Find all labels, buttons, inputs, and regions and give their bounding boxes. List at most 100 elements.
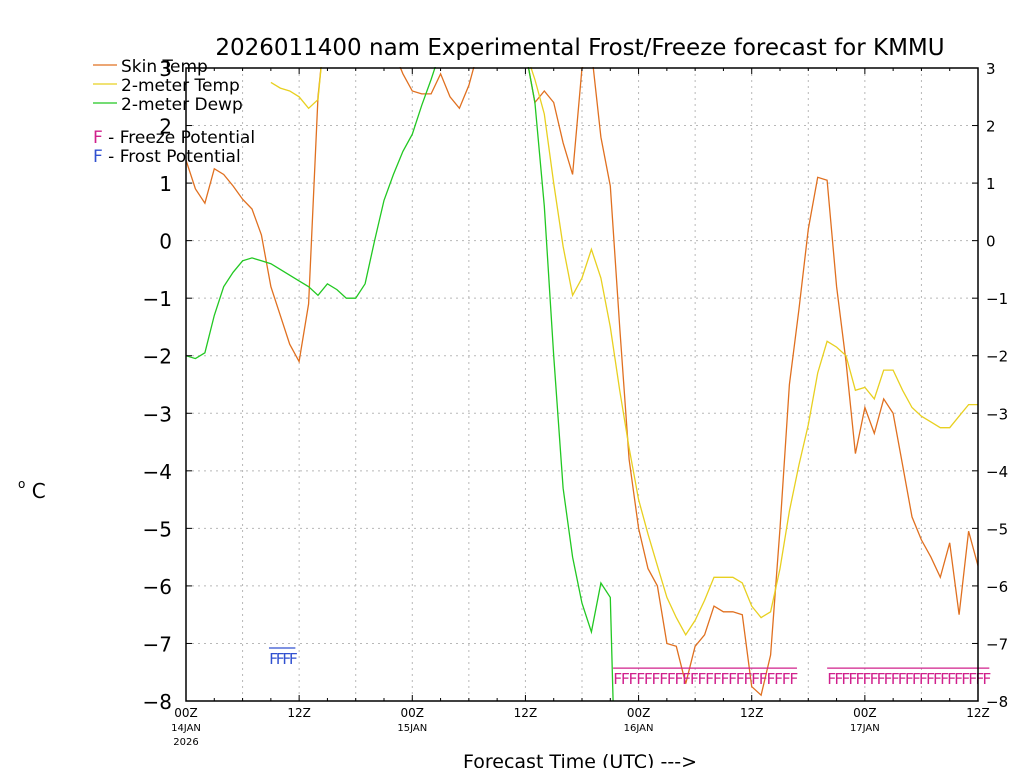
x-axis-label: Forecast Time (UTC) ---> — [463, 751, 697, 768]
freeze-potential-marker: F — [982, 670, 991, 688]
freeze-potential-marker: F — [621, 670, 630, 688]
y-tick-label-right: −6 — [986, 578, 1008, 596]
y-axis-label-degree: o — [18, 477, 25, 491]
freeze-potential-marker: F — [713, 670, 722, 688]
frost-potential-marker: F — [269, 650, 278, 668]
freeze-potential-marker: F — [644, 670, 653, 688]
series-line-2-meter-temp — [270, 67, 978, 637]
freeze-potential-marker: F — [697, 670, 706, 688]
y-tick-label-right: −7 — [986, 635, 1008, 653]
y-tick-label-left: −8 — [143, 690, 172, 714]
freeze-potential-marker: F — [933, 670, 942, 688]
x-tick-date: 15JAN — [397, 723, 427, 734]
series-line-skin-temp — [186, 67, 978, 697]
freeze-potential-marker: F — [674, 670, 683, 688]
freeze-potential-marker: F — [898, 670, 907, 688]
freeze-potential-marker: F — [774, 670, 783, 688]
y-tick-label-left: −6 — [143, 575, 172, 599]
freeze-potential-marker: F — [751, 670, 760, 688]
y-tick-label-left: 2 — [159, 115, 172, 139]
freeze-potential-marker: F — [720, 670, 729, 688]
y-tick-label-left: 0 — [159, 230, 172, 254]
y-tick-label-right: −3 — [986, 405, 1008, 423]
frost-potential-marker: F — [276, 650, 285, 668]
x-tick-label: 00Z — [401, 706, 425, 720]
y-axis-label-unit: C — [32, 479, 46, 503]
freeze-potential-marker: F — [876, 670, 885, 688]
legend-potential-marker: F — [93, 128, 103, 148]
chart-title: 2026011400 nam Experimental Frost/Freeze… — [215, 35, 944, 61]
y-tick-label-right: −2 — [986, 348, 1008, 366]
freeze-potential-marker: F — [947, 670, 956, 688]
x-tick-label: 00Z — [853, 706, 877, 720]
y-tick-label-right: −5 — [986, 520, 1008, 538]
series-line-2-meter-dewp — [186, 67, 614, 701]
y-axis-label: o C — [18, 469, 46, 503]
freeze-potential-marker: F — [862, 670, 871, 688]
freeze-potential-marker: F — [940, 670, 949, 688]
freeze-potential-marker: F — [628, 670, 637, 688]
frost-potential-marker: F — [282, 650, 291, 668]
freeze-potential-marker: F — [926, 670, 935, 688]
freeze-potential-marker: F — [728, 670, 737, 688]
freeze-potential-marker: F — [855, 670, 864, 688]
freeze-potential-marker: F — [789, 670, 798, 688]
y-tick-label-left: −7 — [143, 632, 172, 656]
freeze-potential-marker: F — [690, 670, 699, 688]
freeze-potential-marker: F — [919, 670, 928, 688]
x-tick-label: 12Z — [966, 706, 990, 720]
freeze-potential-marker: F — [613, 670, 622, 688]
y-tick-label-right: −8 — [986, 693, 1008, 711]
y-tick-label-right: −4 — [986, 463, 1008, 481]
x-tick-label: 12Z — [514, 706, 538, 720]
y-tick-label-left: −1 — [143, 287, 172, 311]
freeze-potential-marker: F — [975, 670, 984, 688]
plot-frame — [185, 67, 979, 702]
y-tick-label-left: 1 — [159, 172, 172, 196]
frost-potential-marker: F — [289, 650, 298, 668]
freeze-potential-marker: F — [636, 670, 645, 688]
freeze-potential-marker: F — [705, 670, 714, 688]
freeze-potential-marker: F — [848, 670, 857, 688]
x-tick-label: 00Z — [174, 706, 198, 720]
y-tick-label-right: 1 — [986, 175, 996, 193]
y-tick-label-right: 3 — [986, 60, 996, 78]
x-tick-year: 2026 — [173, 737, 198, 748]
freeze-potential-marker: F — [961, 670, 970, 688]
freeze-potential-marker: F — [736, 670, 745, 688]
legend-potential-0: F - Freeze Potential — [93, 128, 255, 148]
freeze-potential-marker: F — [905, 670, 914, 688]
freeze-potential-marker: F — [743, 670, 752, 688]
freeze-potential-marker: F — [766, 670, 775, 688]
x-tick-date: 14JAN — [171, 723, 201, 734]
axes: 3 3 2 2 1 1 0 0 −1 −1 −2 −2 −3 −3 −4 −4 −5 −5 −6 −6 −7 −7 −8 −8… — [143, 57, 1009, 748]
freeze-potential-marker: F — [782, 670, 791, 688]
freeze-potential-marker: F — [954, 670, 963, 688]
freeze-potential-marker: F — [912, 670, 921, 688]
freeze-potential-marker: F — [827, 670, 836, 688]
y-tick-label-left: 3 — [159, 57, 172, 81]
y-tick-label-left: −4 — [143, 460, 172, 484]
x-tick-date: 17JAN — [850, 723, 880, 734]
freeze-potential-marker: F — [841, 670, 850, 688]
x-tick-date: 16JAN — [624, 723, 654, 734]
freeze-potential-marker: F — [759, 670, 768, 688]
freeze-potential-marker: F — [869, 670, 878, 688]
freeze-potential-marker: F — [667, 670, 676, 688]
freeze-potential-marker: F — [682, 670, 691, 688]
freeze-potential-marker: F — [884, 670, 893, 688]
legend-potential-marker: F — [93, 147, 103, 167]
x-tick-label: 12Z — [740, 706, 764, 720]
y-tick-label-left: −2 — [143, 345, 172, 369]
legend-potential-1: F - Frost Potential — [93, 147, 241, 167]
y-tick-label-right: −1 — [986, 290, 1008, 308]
y-tick-label-right: 2 — [986, 118, 996, 136]
freeze-potential-marker: F — [659, 670, 668, 688]
